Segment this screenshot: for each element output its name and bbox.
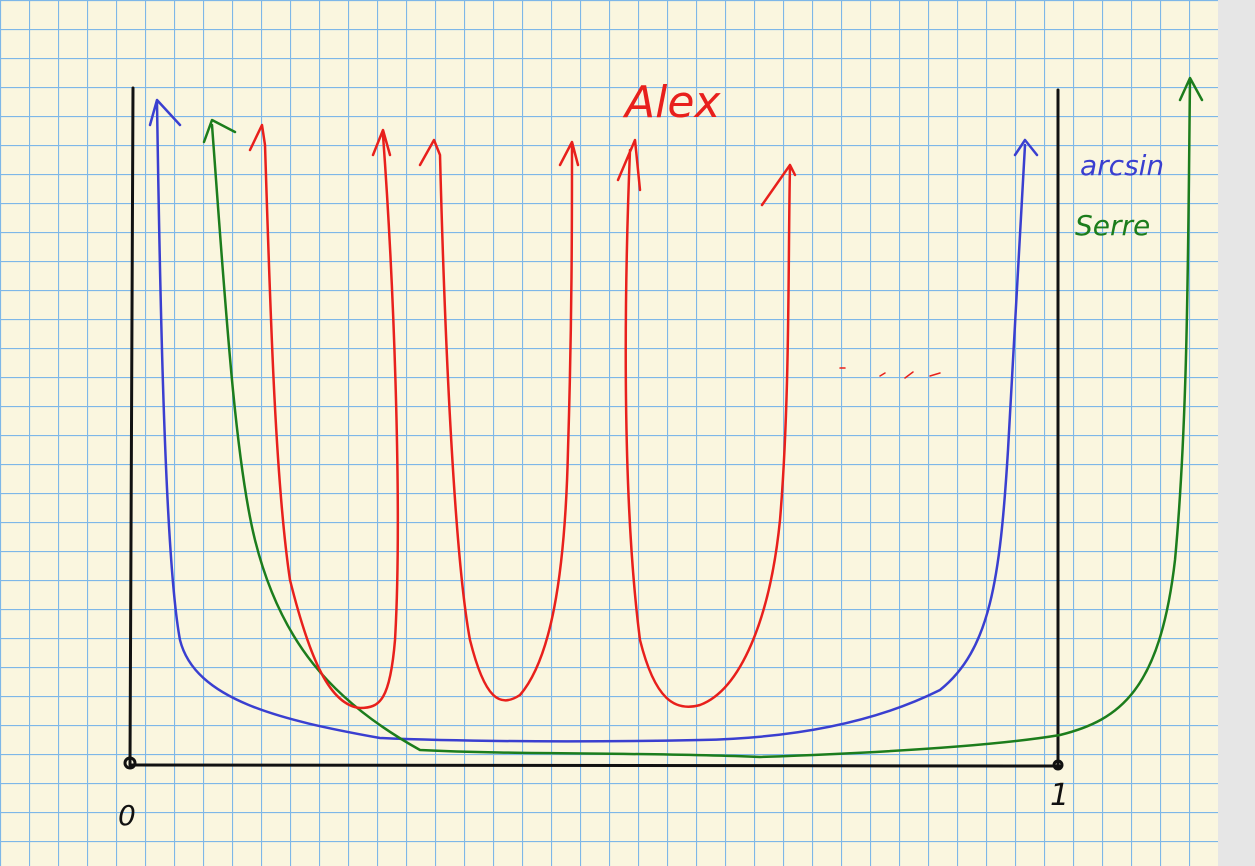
- axis-label: 1: [1050, 778, 1069, 813]
- notes-canvas: Alex arcsin Serre 0 1: [0, 0, 1255, 866]
- legend-label: arcsin: [1080, 149, 1164, 182]
- legend-label: Serre: [1075, 209, 1150, 242]
- page: Alex arcsin Serre 0 1 (() => { const dat…: [0, 0, 1255, 866]
- grid-paper: [0, 0, 1218, 866]
- axis-label: 0: [118, 799, 136, 832]
- x-axis: [130, 765, 1060, 766]
- title: Alex: [622, 77, 721, 128]
- side-strip: [1218, 0, 1255, 866]
